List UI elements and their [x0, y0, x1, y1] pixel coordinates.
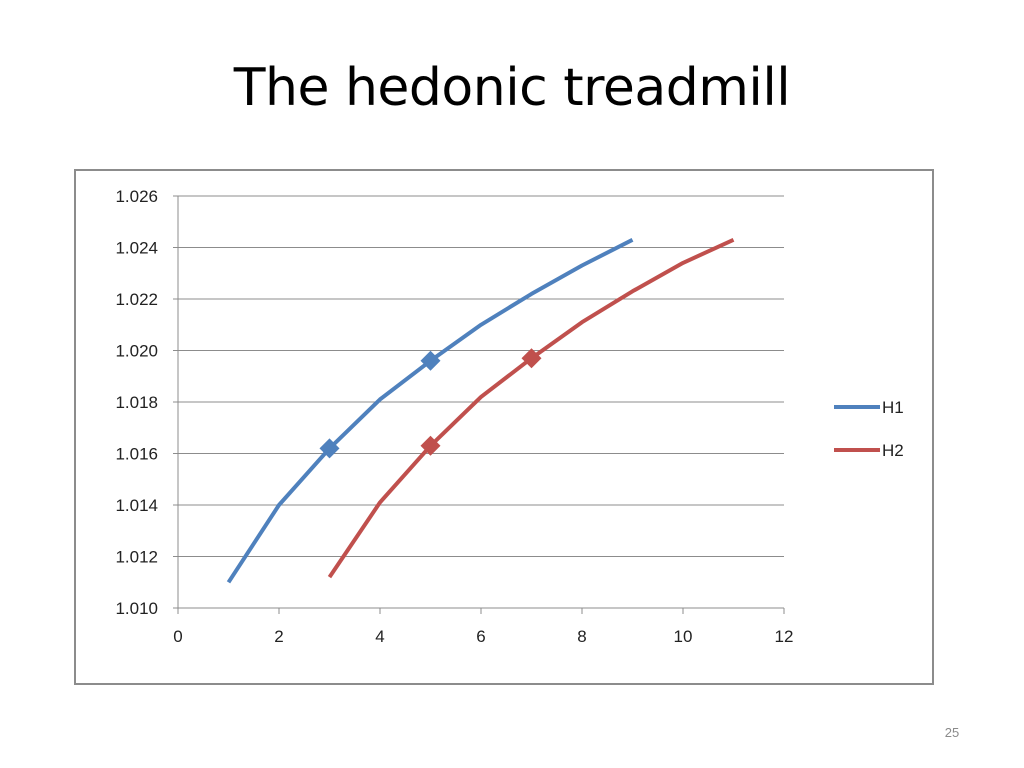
- x-tick-label: 6: [476, 627, 485, 646]
- y-tick-label: 1.018: [115, 393, 158, 412]
- line-chart: 1.010 1.012 1.014 1.016 1.018 1.020 1.022 1.024…: [115, 187, 904, 646]
- y-tick-label: 1.024: [115, 239, 158, 258]
- y-tick-label: 1.014: [115, 496, 158, 515]
- slide-title: The hedonic treadmill: [233, 58, 791, 118]
- y-tick-label: 1.022: [115, 290, 158, 309]
- series-line-h2: [327, 237, 735, 579]
- series-marker-h1: [319, 438, 340, 459]
- series-marker-h2: [521, 348, 542, 369]
- legend-label-h1: H1: [882, 398, 904, 417]
- y-tick-label: 1.010: [115, 599, 158, 618]
- y-tick-label: 1.016: [115, 445, 158, 464]
- chart-frame: 1.010 1.012 1.014 1.016 1.018 1.020 1.022 1.024…: [74, 169, 934, 685]
- page-number: 25: [944, 725, 960, 740]
- y-tick-label: 1.012: [115, 548, 158, 567]
- y-tick-label: 1.020: [115, 342, 158, 361]
- x-tick-label: 8: [577, 627, 586, 646]
- x-tick-label: 10: [674, 627, 693, 646]
- x-tick-label: 12: [775, 627, 794, 646]
- x-tick-label: 4: [375, 627, 384, 646]
- x-tick-label: 0: [173, 627, 182, 646]
- y-tick-label: 1.026: [115, 187, 158, 206]
- series-line-h1: [226, 238, 634, 584]
- legend-label-h2: H2: [882, 441, 904, 460]
- x-tick-label: 2: [274, 627, 283, 646]
- series-marker-h2: [420, 435, 441, 456]
- series-marker-h1: [420, 350, 441, 371]
